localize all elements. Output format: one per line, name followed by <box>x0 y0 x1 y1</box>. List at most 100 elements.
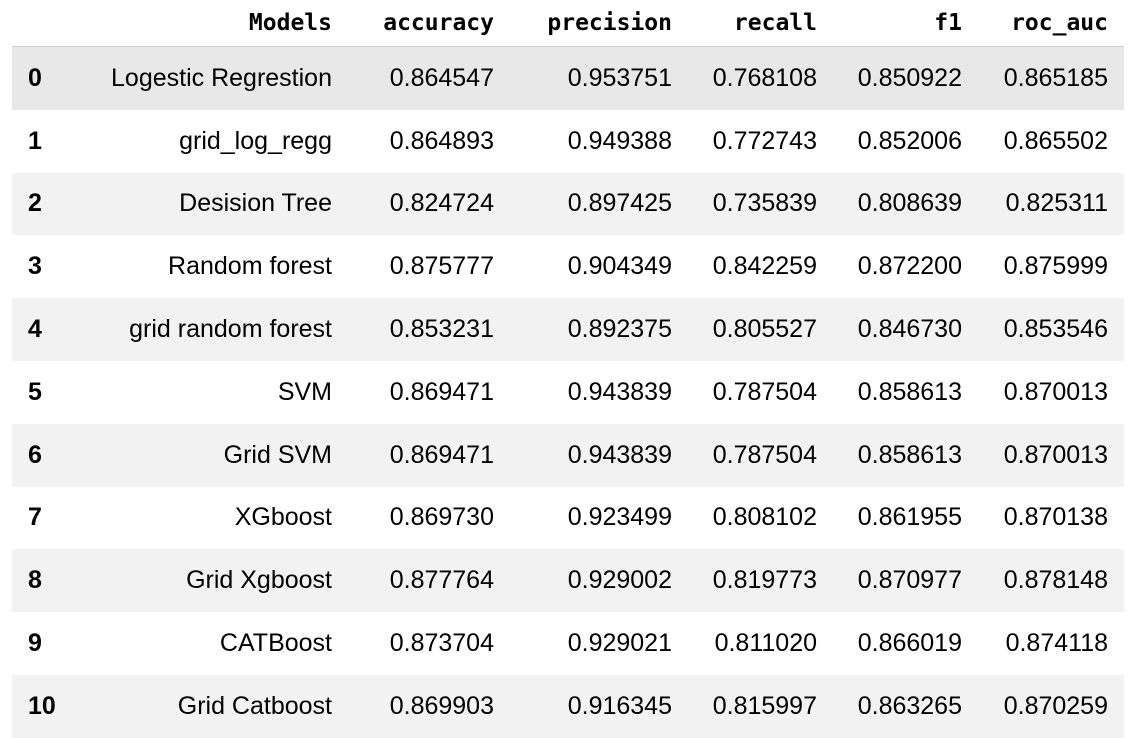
cell-accuracy: 0.864893 <box>389 126 494 155</box>
cell-f1: 0.808639 <box>857 189 962 218</box>
cell-accuracy: 0.875777 <box>389 252 494 281</box>
table-header: Models accuracy precision recall f1 roc_… <box>12 0 1124 47</box>
cell-f1: 0.852006 <box>857 126 962 155</box>
cell-roc-auc: 0.870013 <box>1003 440 1108 469</box>
cell-roc-auc: 0.870013 <box>1003 377 1108 406</box>
cell-precision: 0.929002 <box>567 566 672 595</box>
cell-recall: 0.815997 <box>712 691 817 720</box>
cell-model: Grid Xgboost <box>186 566 332 595</box>
cell-recall: 0.842259 <box>712 252 817 281</box>
cell-recall: 0.811020 <box>714 629 817 658</box>
cell-accuracy: 0.869471 <box>389 377 494 406</box>
table-row: 5 SVM 0.869471 0.943839 0.787504 0.85861… <box>12 360 1124 424</box>
cell-model: Grid Catboost <box>177 691 332 720</box>
cell-recall: 0.735839 <box>712 189 817 218</box>
cell-precision: 0.943839 <box>567 377 672 406</box>
cell-model: SVM <box>277 377 332 406</box>
cell-accuracy: 0.869903 <box>389 691 494 720</box>
cell-precision: 0.929021 <box>567 629 672 658</box>
dataframe-output: Models accuracy precision recall f1 roc_… <box>12 0 1124 738</box>
cell-recall: 0.808102 <box>712 503 817 532</box>
cell-f1: 0.850922 <box>857 63 962 92</box>
cell-model: Logestic Regrestion <box>111 63 332 92</box>
cell-model: Grid SVM <box>223 440 332 469</box>
cell-recall: 0.787504 <box>712 440 817 469</box>
cell-f1: 0.863265 <box>857 691 962 720</box>
table-row: 9 CATBoost 0.873704 0.929021 0.811020 0.… <box>12 612 1124 675</box>
header-recall: recall <box>688 0 833 47</box>
row-index: 4 <box>28 315 42 344</box>
cell-precision: 0.904349 <box>567 252 672 281</box>
cell-precision: 0.923499 <box>567 503 672 532</box>
row-index: 1 <box>28 126 42 155</box>
table-body: 0 Logestic Regrestion 0.864547 0.953751 … <box>12 46 1124 738</box>
cell-roc-auc: 0.874118 <box>1005 629 1108 658</box>
row-index: 5 <box>28 377 42 406</box>
cell-f1: 0.858613 <box>857 377 962 406</box>
header-f1: f1 <box>833 0 978 47</box>
row-index: 0 <box>28 63 42 92</box>
table-row: 1 grid_log_regg 0.864893 0.949388 0.7727… <box>12 109 1124 173</box>
cell-f1: 0.866019 <box>857 629 962 658</box>
row-index: 9 <box>28 629 42 658</box>
cell-precision: 0.892375 <box>567 315 672 344</box>
cell-roc-auc: 0.865185 <box>1003 63 1108 92</box>
cell-model: grid_log_regg <box>179 126 332 155</box>
header-models: Models <box>72 0 348 47</box>
row-index: 2 <box>28 189 42 218</box>
table-row: 3 Random forest 0.875777 0.904349 0.8422… <box>12 235 1124 299</box>
cell-recall: 0.819773 <box>712 566 817 595</box>
row-index: 8 <box>28 566 42 595</box>
table-row: 0 Logestic Regrestion 0.864547 0.953751 … <box>12 46 1124 110</box>
cell-roc-auc: 0.865502 <box>1003 126 1108 155</box>
cell-model: grid random forest <box>129 315 332 344</box>
cell-precision: 0.916345 <box>567 691 672 720</box>
cell-roc-auc: 0.853546 <box>1003 315 1108 344</box>
cell-accuracy: 0.873704 <box>389 629 494 658</box>
cell-accuracy: 0.869471 <box>389 440 494 469</box>
header-index <box>12 0 72 47</box>
cell-recall: 0.768108 <box>712 63 817 92</box>
cell-roc-auc: 0.878148 <box>1003 566 1108 595</box>
table-row: 8 Grid Xgboost 0.877764 0.929002 0.81977… <box>12 549 1124 613</box>
cell-f1: 0.861955 <box>857 503 962 532</box>
cell-accuracy: 0.877764 <box>389 566 494 595</box>
cell-precision: 0.949388 <box>567 126 672 155</box>
cell-precision: 0.953751 <box>567 63 672 92</box>
cell-accuracy: 0.853231 <box>389 315 494 344</box>
row-index: 6 <box>28 440 42 469</box>
cell-recall: 0.772743 <box>712 126 817 155</box>
cell-roc-auc: 0.875999 <box>1003 252 1108 281</box>
header-accuracy: accuracy <box>348 0 510 47</box>
table-row: 4 grid random forest 0.853231 0.892375 0… <box>12 298 1124 361</box>
cell-precision: 0.943839 <box>567 440 672 469</box>
cell-roc-auc: 0.870259 <box>1003 691 1108 720</box>
cell-roc-auc: 0.825311 <box>1005 189 1108 218</box>
cell-f1: 0.846730 <box>857 315 962 344</box>
table-row: 6 Grid SVM 0.869471 0.943839 0.787504 0.… <box>12 423 1124 487</box>
row-index: 7 <box>28 503 42 532</box>
table-row: 7 XGboost 0.869730 0.923499 0.808102 0.8… <box>12 486 1124 550</box>
row-index: 3 <box>28 252 42 281</box>
header-precision: precision <box>510 0 688 47</box>
cell-recall: 0.805527 <box>712 315 817 344</box>
cell-accuracy: 0.824724 <box>389 189 494 218</box>
table-row: 10 Grid Catboost 0.869903 0.916345 0.815… <box>12 674 1124 738</box>
cell-precision: 0.897425 <box>567 189 672 218</box>
table-row: 2 Desision Tree 0.824724 0.897425 0.7358… <box>12 172 1124 236</box>
cell-model: Desision Tree <box>179 189 332 218</box>
header-roc-auc: roc_auc <box>978 0 1124 47</box>
row-index: 10 <box>28 691 56 720</box>
cell-model: Random forest <box>168 252 332 281</box>
cell-model: CATBoost <box>219 629 332 658</box>
cell-accuracy: 0.864547 <box>389 63 494 92</box>
cell-accuracy: 0.869730 <box>389 503 494 532</box>
cell-f1: 0.858613 <box>857 440 962 469</box>
results-table: Models accuracy precision recall f1 roc_… <box>12 0 1124 738</box>
cell-f1: 0.870977 <box>857 566 962 595</box>
cell-recall: 0.787504 <box>712 377 817 406</box>
cell-model: XGboost <box>234 503 332 532</box>
cell-f1: 0.872200 <box>857 252 962 281</box>
cell-roc-auc: 0.870138 <box>1003 503 1108 532</box>
header-row: Models accuracy precision recall f1 roc_… <box>12 0 1124 47</box>
